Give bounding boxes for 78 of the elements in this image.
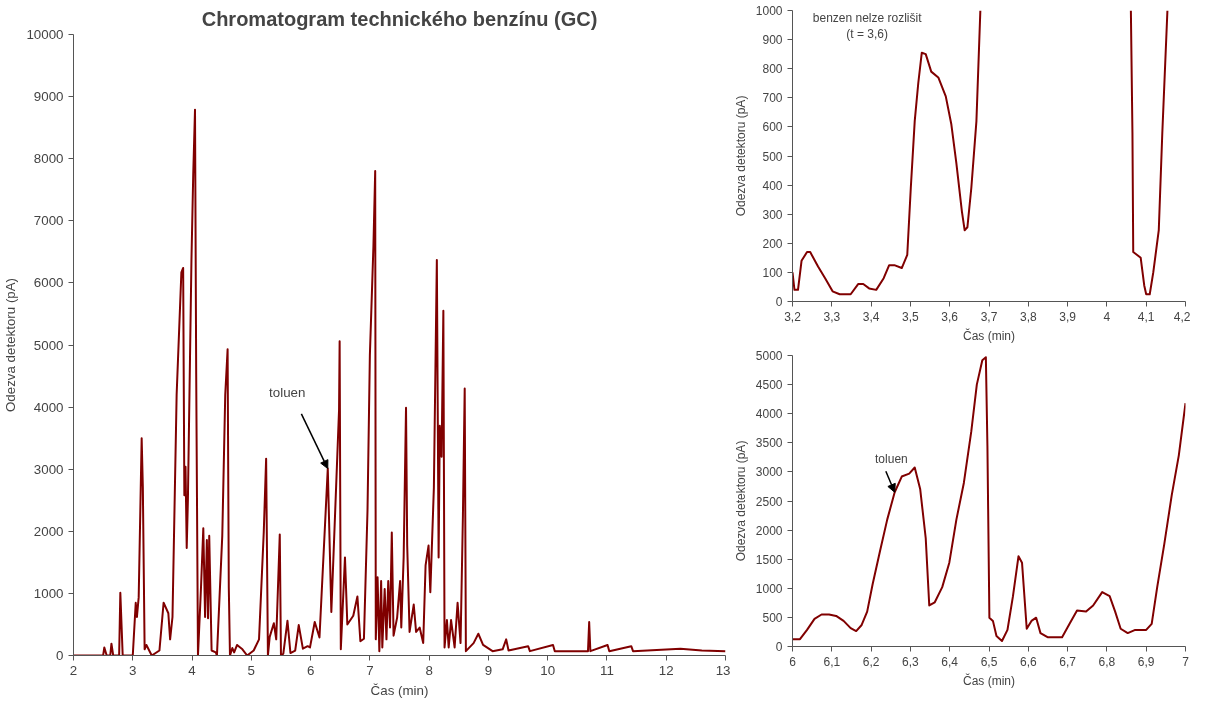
x-tick-label: 4 [1103, 309, 1111, 324]
x-tick-label: 3,6 [941, 309, 959, 324]
x-tick-label: 9 [484, 662, 493, 678]
x-tick-label: 6,8 [1098, 654, 1116, 669]
x-tick-label: 12 [658, 662, 674, 678]
x-tick-label: 8 [425, 662, 433, 678]
y-tick-label: 8000 [33, 151, 64, 167]
y-tick-label: 5000 [755, 349, 783, 363]
x-tick-label: 6,5 [980, 654, 998, 669]
annotation: benzen nelze rozlišit (t = 3,6) [812, 10, 923, 42]
x-tick-label: 3,2 [784, 309, 802, 324]
y-axis-title: Odezva detektoru (pA) [733, 95, 748, 217]
x-tick-label: 3,5 [902, 309, 920, 324]
y-tick-label: 400 [762, 178, 783, 193]
y-tick-label: 6000 [33, 275, 64, 291]
y-tick-label: 3000 [755, 465, 783, 480]
x-tick-label: 13 [715, 662, 731, 678]
y-axis-title: Odezva detektoru (pA) [3, 277, 19, 413]
x-tick-label: 6,2 [862, 654, 880, 669]
y-tick-label: 3000 [33, 461, 64, 477]
x-tick-label: 6,9 [1137, 654, 1155, 669]
y-tick-label: 4000 [755, 407, 783, 422]
y-tick-label: 1500 [755, 552, 783, 567]
x-tick-label: 7 [1182, 654, 1190, 669]
line-series [792, 356, 1186, 642]
y-tick-label: 0 [775, 640, 783, 654]
y-tick-label: 500 [762, 610, 783, 625]
y-tick-label: 0 [775, 295, 783, 309]
x-tick-label: 4,2 [1173, 309, 1191, 324]
y-tick-label: 9000 [33, 89, 64, 105]
x-tick-label: 3,8 [1019, 309, 1037, 324]
annotation: toluen [875, 452, 908, 467]
x-tick-label: 3,3 [823, 309, 841, 324]
y-tick-label: 700 [762, 91, 783, 106]
x-axis-title: Čas (min) [370, 682, 429, 698]
x-tick-label: 6,6 [1019, 654, 1037, 669]
y-axis-title: Odezva detektoru (pA) [733, 440, 748, 562]
x-tick-label: 2 [69, 662, 78, 678]
x-tick-label: 3,9 [1059, 309, 1077, 324]
chart-title: Chromatogram technického benzínu (GC) [201, 7, 598, 30]
x-tick-label: 11 [600, 662, 614, 678]
y-tick-label: 800 [762, 62, 783, 77]
y-tick-label: 4500 [755, 378, 783, 393]
x-tick-label: 6,3 [902, 654, 920, 669]
x-tick-label: 3,7 [980, 309, 998, 324]
x-axis-title: Čas (min) [963, 672, 1016, 688]
y-tick-label: 900 [762, 33, 783, 48]
y-tick-label: 600 [762, 120, 783, 135]
x-tick-label: 6,1 [823, 654, 841, 669]
x-tick-label: 10 [540, 662, 556, 678]
annotation: toluen [269, 385, 306, 401]
y-tick-label: 1000 [755, 581, 783, 596]
y-tick-label: 5000 [33, 337, 64, 353]
y-tick-label: 1000 [755, 4, 783, 18]
y-tick-label: 1000 [33, 585, 64, 601]
y-tick-label: 500 [762, 149, 783, 164]
x-tick-label: 7 [366, 662, 374, 678]
x-tick-label: 4,1 [1137, 309, 1155, 324]
y-tick-label: 200 [762, 236, 783, 251]
y-tick-label: 2500 [755, 494, 783, 509]
x-tick-label: 6 [306, 662, 315, 678]
x-tick-label: 3 [129, 662, 137, 678]
x-tick-label: 4 [188, 662, 197, 678]
y-tick-label: 300 [762, 207, 783, 222]
y-tick-label: 4000 [33, 399, 64, 415]
y-tick-label: 7000 [33, 213, 64, 229]
y-tick-label: 10000 [26, 27, 64, 42]
y-tick-label: 2000 [755, 523, 783, 538]
x-tick-label: 6,7 [1059, 654, 1077, 669]
y-tick-label: 3500 [755, 436, 783, 451]
x-tick-label: 6 [789, 654, 797, 669]
y-tick-label: 2000 [33, 523, 64, 539]
x-tick-label: 6,4 [941, 654, 959, 669]
x-tick-label: 5 [247, 662, 256, 678]
y-tick-label: 100 [762, 265, 783, 280]
x-tick-label: 3,4 [862, 309, 880, 324]
x-axis-title: Čas (min) [963, 327, 1016, 343]
y-tick-label: 0 [56, 648, 64, 663]
